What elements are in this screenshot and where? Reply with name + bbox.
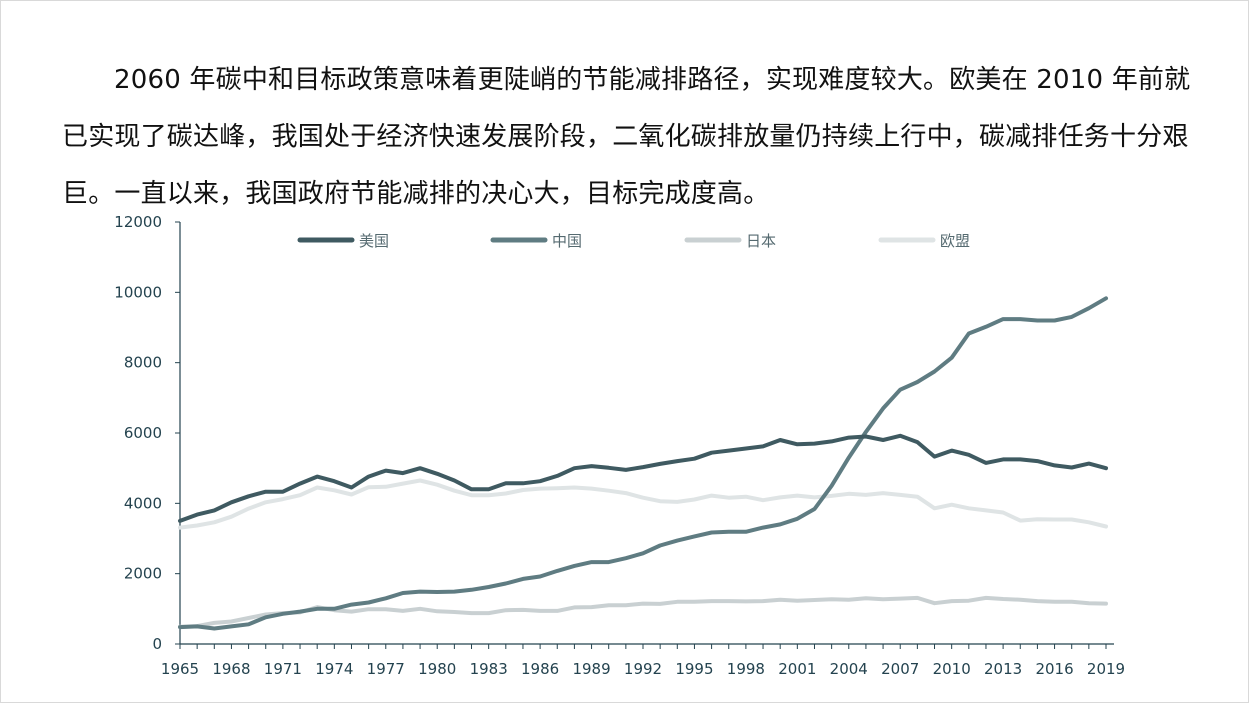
x-tick-label: 2010: [933, 660, 971, 678]
x-tick-label: 2013: [984, 660, 1022, 678]
intro-paragraph: 2060 年碳中和目标政策意味着更陡峭的节能减排路径，实现难度较大。欧美在 20…: [62, 65, 1191, 209]
x-tick-label: 1971: [264, 660, 302, 678]
x-tick-label: 2001: [778, 660, 816, 678]
y-tick-label: 12000: [114, 213, 162, 231]
y-tick-label: 8000: [124, 354, 162, 372]
series-line-1: [178, 296, 1108, 631]
x-tick-label: 1992: [624, 660, 662, 678]
x-tick-label: 2016: [1035, 660, 1073, 678]
x-tick-label: 1977: [367, 660, 405, 678]
x-tick-label: 1998: [727, 660, 765, 678]
x-tick-label: 1986: [521, 660, 559, 678]
legend-label-3: 欧盟: [940, 232, 970, 250]
y-tick-label: 0: [152, 635, 162, 653]
x-tick-label: 1980: [418, 660, 456, 678]
x-tick-label: 2007: [881, 660, 919, 678]
series-line-3: [178, 478, 1108, 530]
series-line-2: [178, 595, 1108, 629]
x-tick-label: 1965: [161, 660, 199, 678]
legend-label-2: 日本: [746, 232, 776, 250]
x-tick-label: 1989: [572, 660, 610, 678]
x-tick-label: 2004: [830, 660, 868, 678]
x-tick-label: 1983: [470, 660, 508, 678]
x-tick-label: 1995: [675, 660, 713, 678]
legend-label-0: 美国: [359, 232, 389, 250]
legend-label-1: 中国: [552, 232, 582, 250]
emissions-line-chart: 0 2000 4000 6000 8000 10000 12000 1965 1968 1971 1…: [114, 213, 1125, 678]
y-tick-label: 4000: [124, 494, 162, 512]
y-tick-label: 10000: [114, 283, 162, 301]
x-tick-label: 1968: [212, 660, 250, 678]
y-tick-label: 2000: [124, 565, 162, 583]
x-tick-label: 2019: [1087, 660, 1125, 678]
series-line-0: [178, 433, 1108, 523]
x-tick-label: 1974: [315, 660, 353, 678]
y-tick-label: 6000: [124, 424, 162, 442]
